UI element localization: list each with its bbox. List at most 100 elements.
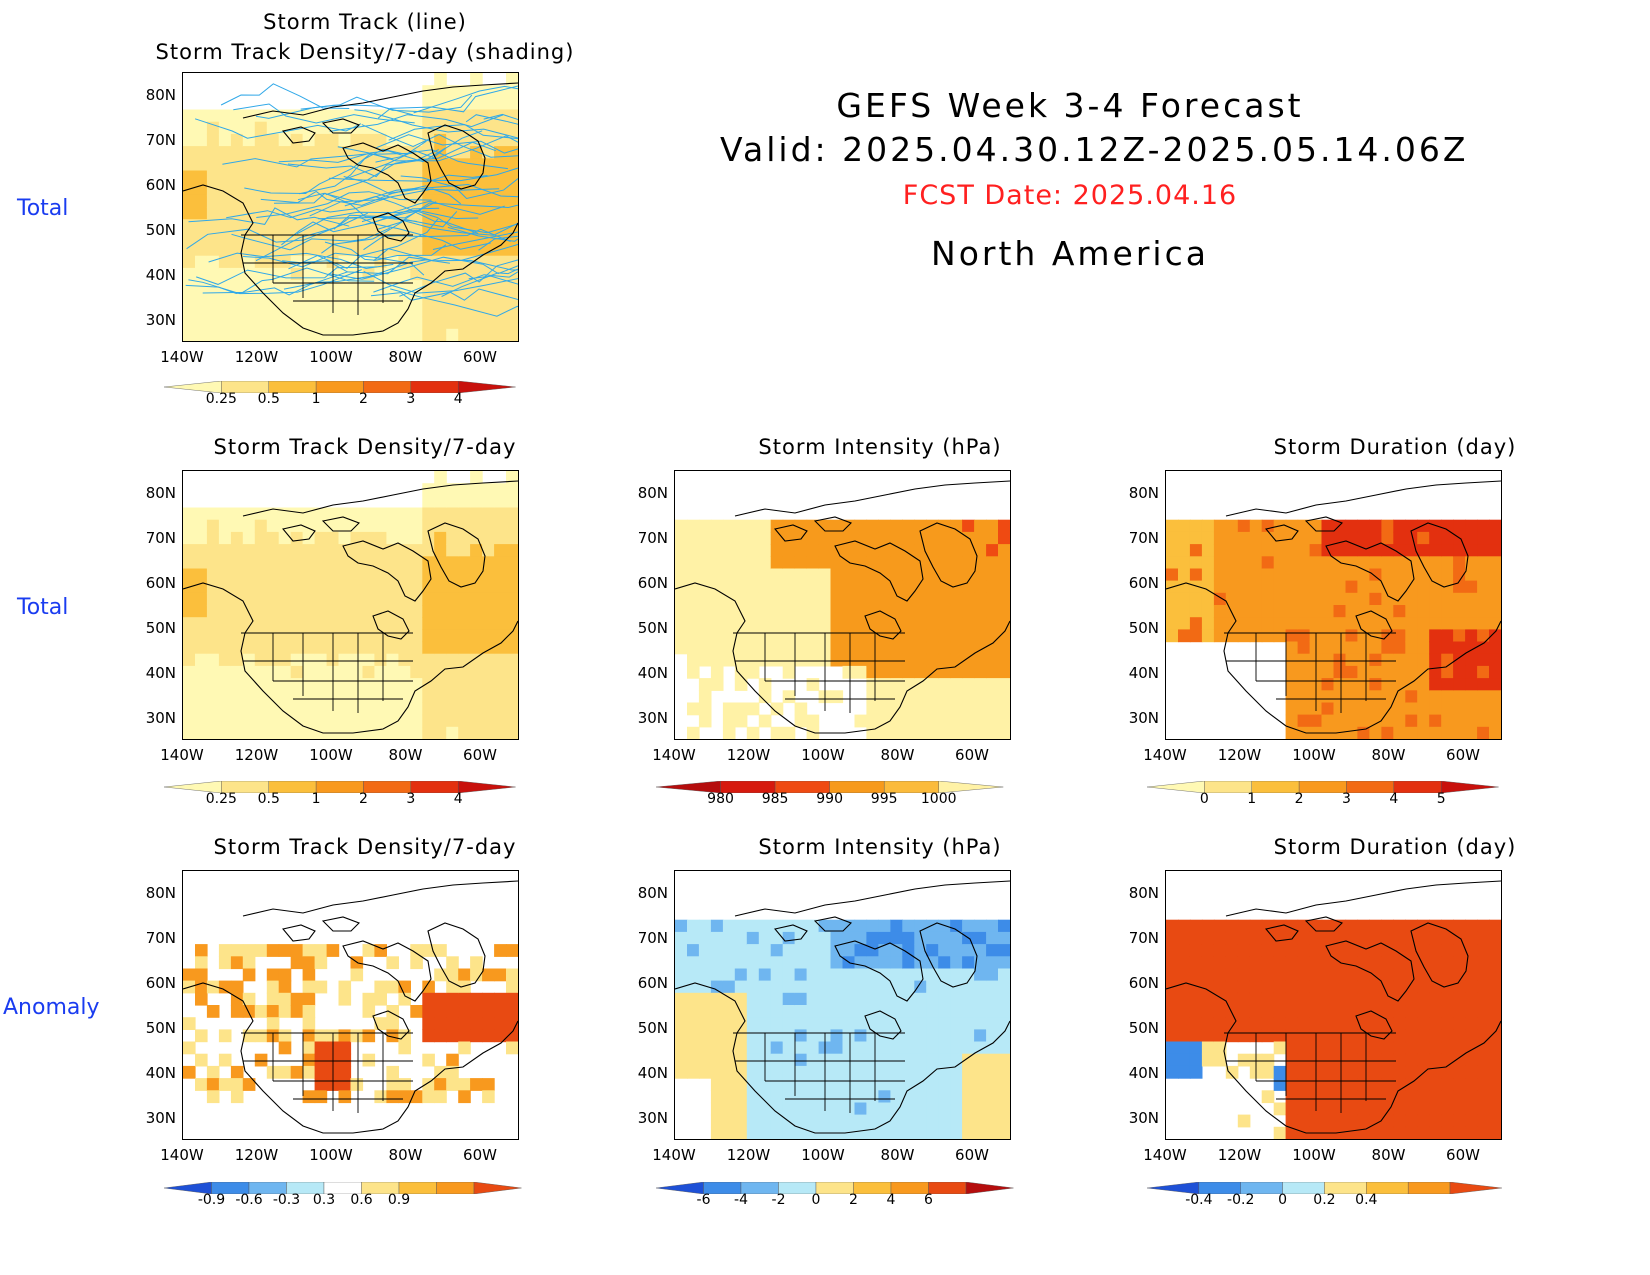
- shading-cell: [206, 605, 220, 618]
- shading-cell: [254, 292, 268, 306]
- shading-cell: [806, 1029, 820, 1043]
- shading-cell: [710, 919, 724, 933]
- shading-cell: [446, 1065, 459, 1079]
- shading-cell: [506, 328, 518, 341]
- shading-cell: [1453, 1041, 1466, 1055]
- panel-2-title: Storm Track Density/7-day: [213, 435, 517, 459]
- shading-cell: [1453, 678, 1466, 691]
- shading-cell: [1477, 968, 1490, 982]
- shading-cell: [1429, 629, 1442, 643]
- shading-cell: [1465, 931, 1478, 945]
- shading-cell: [218, 944, 232, 957]
- shading-cell: [710, 605, 724, 618]
- shading-cell: [206, 568, 220, 582]
- shading-cell: [183, 714, 196, 728]
- shading-cell: [506, 992, 518, 1006]
- shading-cell: [302, 328, 316, 341]
- shading-cell: [1189, 531, 1203, 545]
- shading-cell: [422, 231, 435, 245]
- shading-cell: [398, 714, 411, 728]
- shading-cell: [338, 568, 352, 582]
- shading-cell: [266, 580, 280, 594]
- shading-cell: [350, 665, 364, 679]
- shading-cell: [986, 944, 999, 957]
- shading-cell: [866, 1041, 879, 1055]
- shading-cell: [1453, 544, 1466, 557]
- shading-cell: [206, 207, 220, 220]
- shading-cell: [986, 714, 999, 728]
- shading-cell: [806, 931, 820, 945]
- shading-cell: [195, 980, 208, 994]
- shading-cell: [482, 495, 495, 509]
- shading-cell: [782, 592, 796, 606]
- shading-cell: [386, 653, 399, 667]
- shading-cell: [218, 507, 232, 521]
- shading-cell: [434, 641, 447, 655]
- shading-cell: [494, 653, 507, 667]
- shading-cell: [1489, 641, 1501, 655]
- shading-cell: [866, 980, 879, 994]
- shading-cell: [434, 471, 447, 484]
- shading-cell: [290, 702, 304, 716]
- shading-cell: [1213, 931, 1227, 945]
- shading-cell: [482, 726, 495, 739]
- shading-cell: [902, 714, 915, 728]
- shading-cell: [242, 158, 256, 172]
- shading-cell: [710, 980, 724, 994]
- shading-cell: [866, 931, 879, 945]
- shading-cell: [1453, 980, 1466, 994]
- shading-cell: [446, 495, 459, 509]
- shading-cell: [1213, 956, 1227, 970]
- shading-cell: [687, 726, 700, 739]
- shading-cell: [938, 592, 951, 606]
- shading-cell: [926, 1029, 939, 1043]
- shading-cell: [338, 980, 352, 994]
- shading-cell: [926, 1114, 939, 1128]
- shading-cell: [290, 243, 304, 257]
- shading-cell: [470, 992, 483, 1006]
- shading-cell: [866, 726, 879, 739]
- shading-cell: [266, 992, 280, 1006]
- shading-cell: [962, 580, 975, 594]
- shading-cell: [854, 556, 868, 570]
- shading-cell: [195, 146, 208, 159]
- shading-cell: [338, 605, 352, 618]
- shading-cell: [998, 1078, 1010, 1091]
- storm-track-line: [287, 149, 439, 178]
- shading-cell: [398, 544, 411, 557]
- shading-cell: [302, 1041, 316, 1055]
- shading-cell: [482, 544, 495, 557]
- shading-cell: [254, 255, 268, 269]
- shading-cell: [266, 328, 280, 341]
- shading-cell: [698, 980, 712, 994]
- shading-cell: [794, 580, 808, 594]
- shading-cell: [1381, 968, 1394, 982]
- shading-cell: [734, 1114, 748, 1128]
- shading-cell: [242, 592, 256, 606]
- shading-cell: [1441, 665, 1454, 679]
- shading-cell: [1261, 931, 1275, 945]
- shading-cell: [1237, 1029, 1251, 1043]
- colorbar-tick-label: 2: [849, 1192, 858, 1208]
- shading-cell: [974, 702, 987, 716]
- coastline: [1325, 540, 1415, 602]
- shading-cell: [1405, 992, 1418, 1006]
- shading-cell: [242, 243, 256, 257]
- shading-cell: [218, 1053, 232, 1067]
- shading-cell: [770, 605, 784, 618]
- shading-cell: [195, 121, 208, 135]
- shading-cell: [1189, 629, 1203, 643]
- shading-cell: [338, 1078, 352, 1091]
- panel-6-map-svg: [675, 880, 1010, 1139]
- shading-cell: [926, 1005, 939, 1018]
- shading-cell: [1417, 678, 1430, 691]
- shading-cell: [734, 641, 748, 655]
- coastline: [342, 940, 432, 1002]
- shading-cell: [398, 980, 411, 994]
- shading-cell: [242, 194, 256, 208]
- shading-cell: [914, 702, 927, 716]
- shading-cell: [350, 678, 364, 691]
- shading-cell: [746, 980, 760, 994]
- lat-label: 40N: [637, 1064, 668, 1082]
- shading-cell: [902, 726, 915, 739]
